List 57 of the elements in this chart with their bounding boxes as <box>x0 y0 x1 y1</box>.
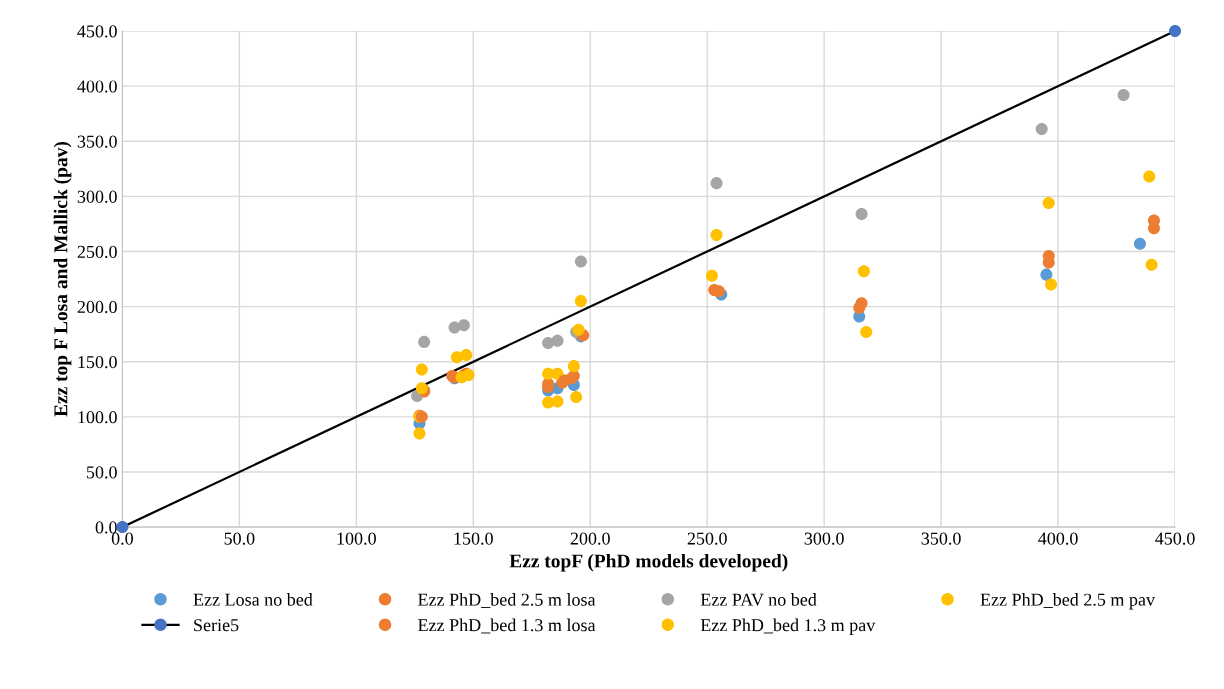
legend-label: Ezz PhD_bed 2.5 m pav <box>980 593 1155 610</box>
point <box>1133 237 1146 250</box>
x-tick-label: 300.0 <box>804 532 844 545</box>
x-tick-label: 150.0 <box>454 532 493 545</box>
x-tick-label: 400.0 <box>1038 532 1078 545</box>
point <box>857 265 870 278</box>
x-tick-label: 350.0 <box>921 532 961 545</box>
y-tick-label: 300.0 <box>77 190 117 203</box>
y-tick-label: 0.0 <box>95 521 117 534</box>
point <box>710 177 723 190</box>
point <box>574 255 587 268</box>
y-tick-label: 450.0 <box>77 25 117 38</box>
y-tick-label: 350.0 <box>77 135 117 148</box>
point <box>1117 88 1130 101</box>
point <box>1045 278 1058 291</box>
point <box>413 427 426 440</box>
point <box>1040 268 1053 281</box>
point <box>457 319 470 332</box>
x-tick-label: 450.0 <box>1155 532 1195 545</box>
point <box>570 390 583 404</box>
point <box>1145 258 1158 271</box>
point <box>551 395 564 408</box>
legend-label: Ezz Losa no bed <box>193 593 313 606</box>
x-tick-label: 100.0 <box>337 532 376 545</box>
point <box>1042 196 1055 209</box>
x-tick-label: 50.0 <box>224 532 255 545</box>
point <box>855 207 868 221</box>
y-tick-label: 400.0 <box>77 80 117 93</box>
point <box>860 325 873 338</box>
point <box>710 228 723 241</box>
point <box>418 335 431 348</box>
point <box>705 269 718 282</box>
y-tick-label: 200.0 <box>77 300 117 314</box>
point <box>551 334 564 347</box>
y-tick-label: 100.0 <box>78 411 117 424</box>
y-axis-title: Ezz top F Losa and Mallick (pav) <box>53 141 72 417</box>
x-axis-title: Ezz topF (PhD models developed) <box>509 553 788 572</box>
legend-label: Ezz PAV no bed <box>700 593 817 606</box>
point <box>1035 123 1048 136</box>
point <box>542 336 555 349</box>
point <box>567 360 580 373</box>
point <box>574 295 587 308</box>
legend-label: Ezz PhD_bed 1.3 m losa <box>418 618 596 634</box>
point <box>460 349 473 362</box>
legend-label: Serie5 <box>194 619 239 632</box>
x-tick-label: 200.0 <box>570 532 610 545</box>
y-tick-label: 250.0 <box>77 245 117 259</box>
point <box>1169 24 1182 38</box>
point <box>1143 170 1156 183</box>
x-tick-label: 250.0 <box>687 532 727 545</box>
point <box>853 301 866 314</box>
y-tick-label: 50.0 <box>86 466 117 479</box>
point <box>415 363 428 376</box>
legend-label: Ezz PhD_bed 2.5 m losa <box>418 593 596 608</box>
x-tick-label: 0.0 <box>111 532 133 545</box>
legend-label: Ezz PhD_bed 1.3 m pav <box>700 618 876 635</box>
y-tick-label: 150.0 <box>78 355 117 369</box>
